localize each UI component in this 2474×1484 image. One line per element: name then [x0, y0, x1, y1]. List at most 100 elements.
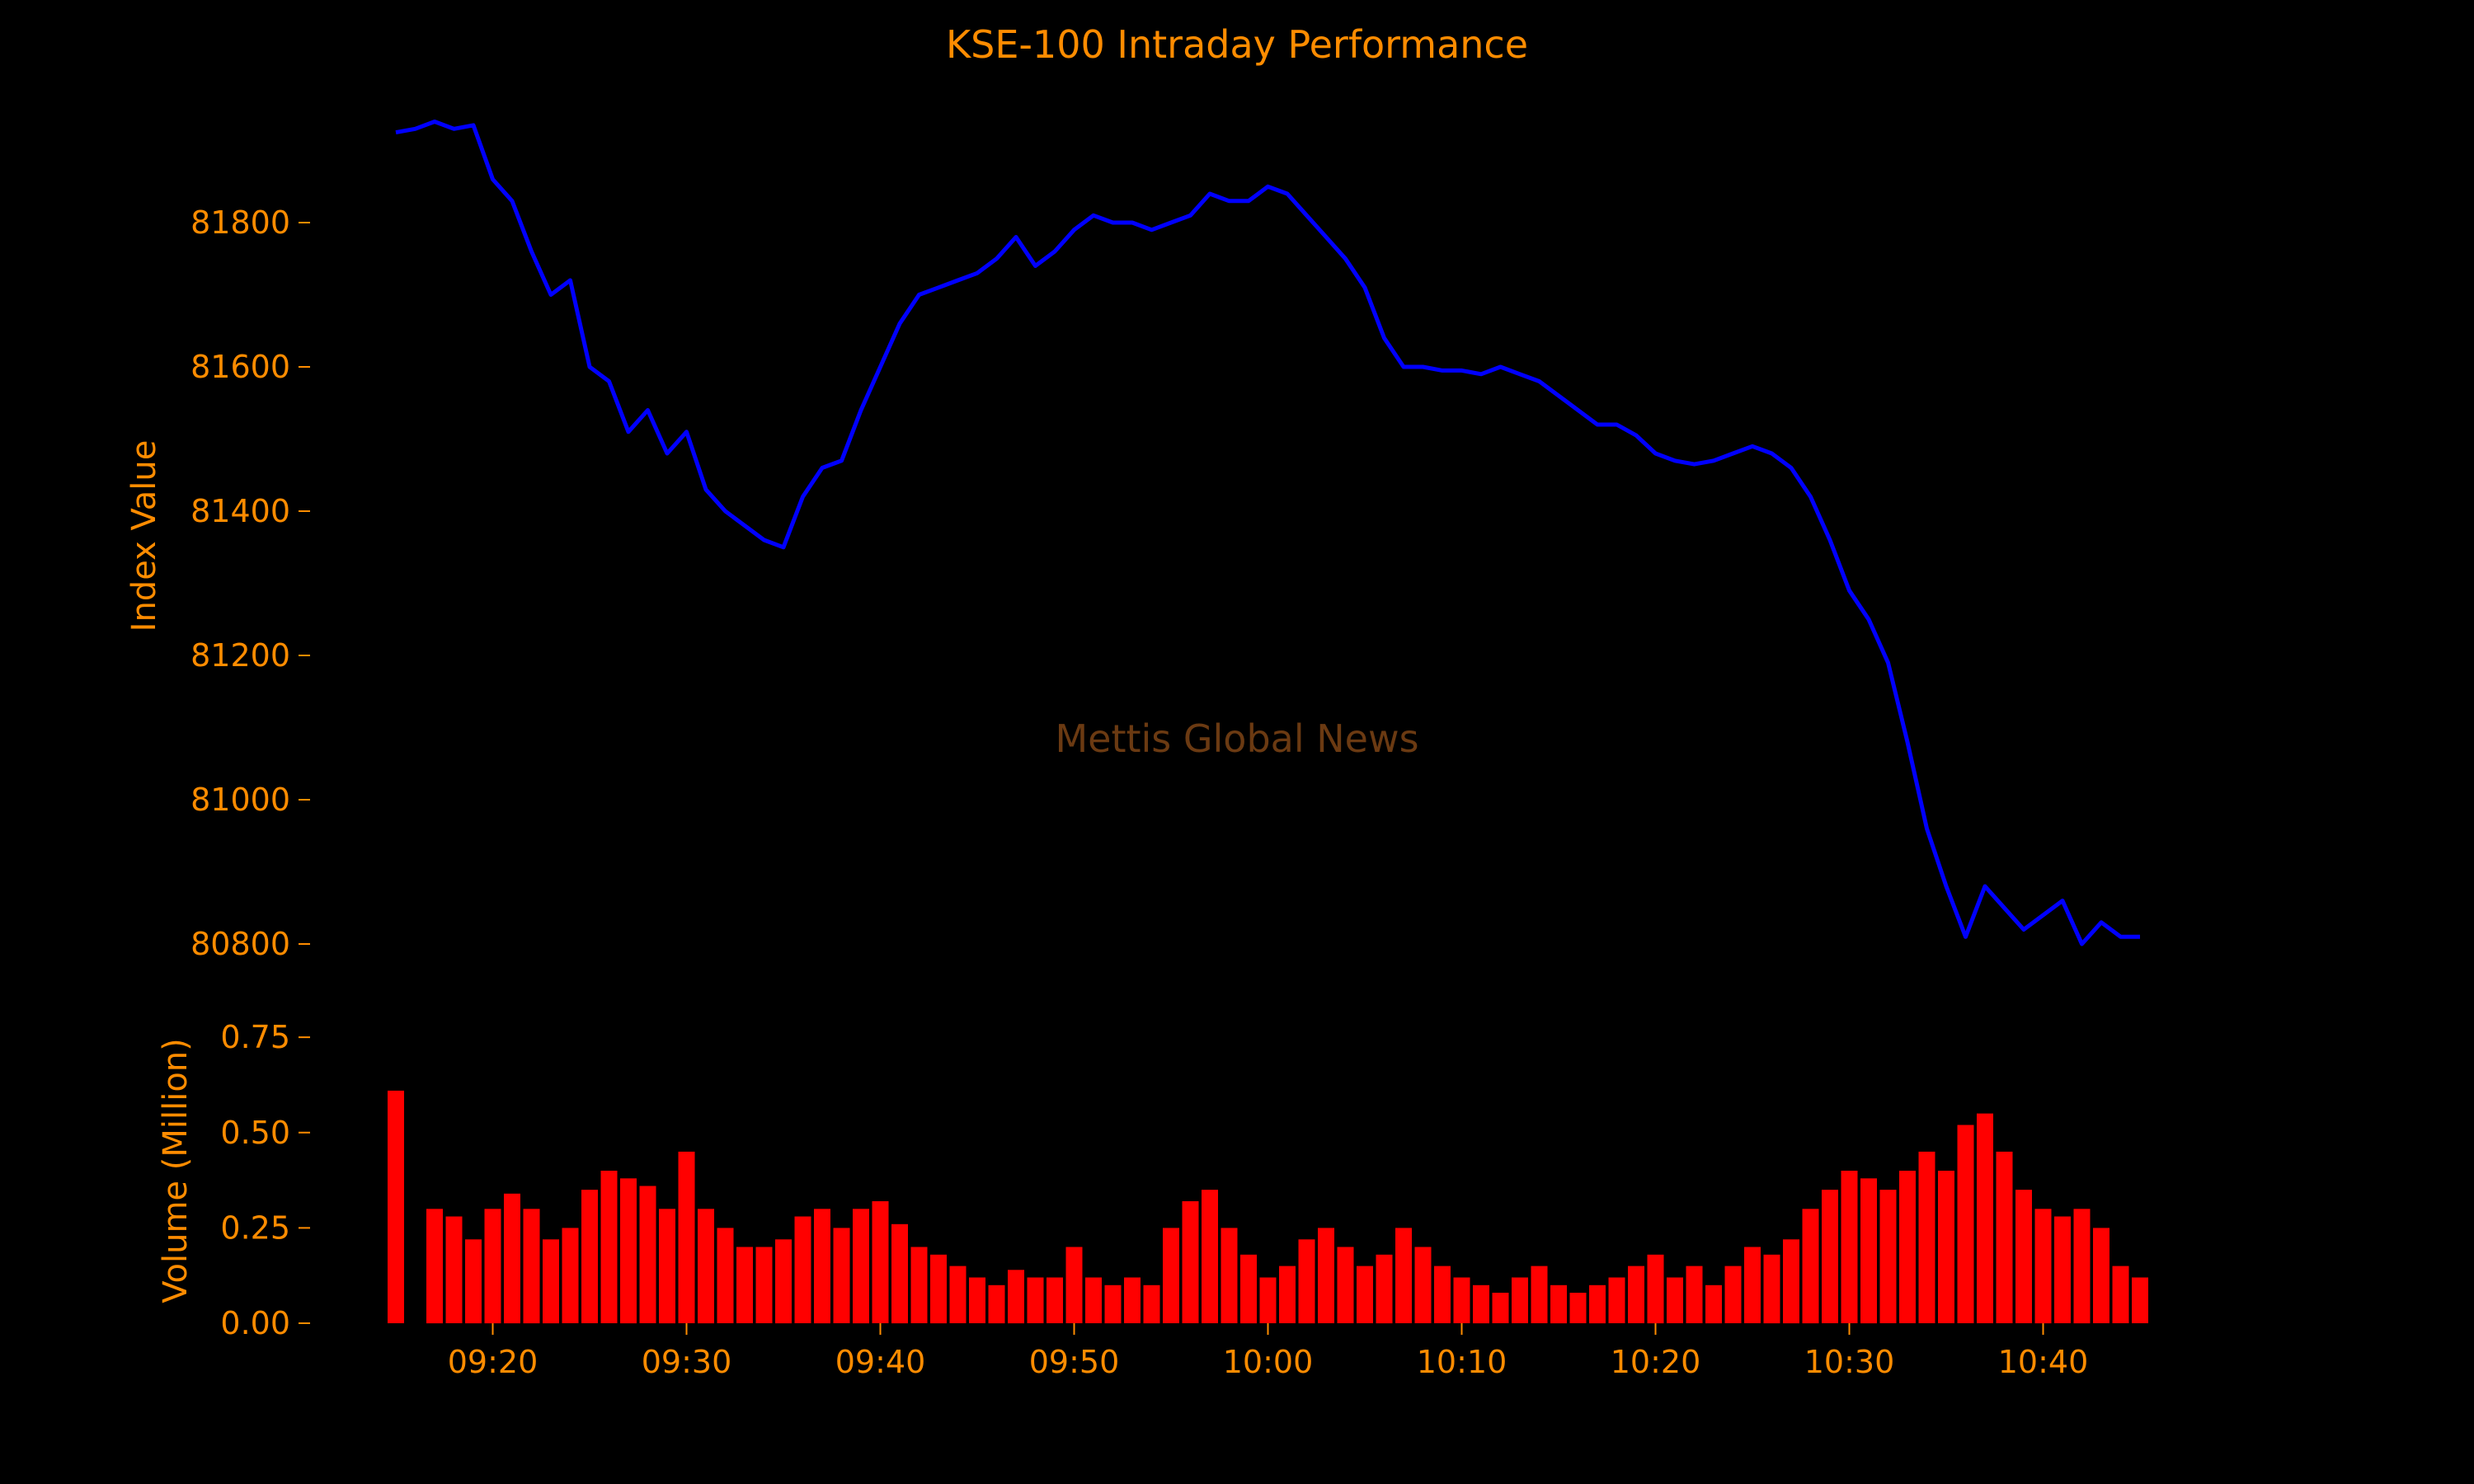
- volume-bar: [1298, 1239, 1315, 1324]
- volume-bar: [1996, 1151, 2013, 1323]
- volume-bar: [736, 1247, 753, 1323]
- volume-bar: [1337, 1247, 1354, 1323]
- x-tick: 09:20: [448, 1323, 539, 1380]
- volume-bar: [639, 1186, 656, 1323]
- price-y-tick-label: 81600: [190, 349, 290, 385]
- volume-y-tick-label: 0.00: [220, 1305, 290, 1341]
- volume-bar: [2093, 1228, 2109, 1323]
- volume-bar: [581, 1190, 598, 1323]
- volume-bar: [949, 1266, 967, 1323]
- volume-bar: [910, 1247, 928, 1323]
- volume-bar: [1008, 1270, 1024, 1324]
- volume-bar: [1143, 1284, 1160, 1324]
- volume-bar: [1957, 1125, 1974, 1323]
- volume-bar: [1104, 1284, 1122, 1324]
- volume-bar: [1879, 1190, 1897, 1323]
- x-tick: 10:00: [1223, 1323, 1314, 1380]
- volume-bar: [1473, 1284, 1489, 1324]
- volume-bar: [1686, 1266, 1703, 1323]
- x-tick-label: 10:40: [1998, 1344, 2089, 1380]
- price-y-tick-label: 81000: [190, 782, 290, 818]
- price-y-tick: 81800: [190, 204, 310, 241]
- volume-bar: [1124, 1277, 1141, 1323]
- volume-bar: [1453, 1277, 1470, 1323]
- volume-bar: [698, 1209, 714, 1324]
- x-tick: 09:50: [1029, 1323, 1119, 1380]
- volume-bar: [988, 1284, 1005, 1324]
- volume-bar: [969, 1277, 985, 1323]
- volume-y-tick: 0.75: [220, 1019, 310, 1055]
- volume-bar: [1240, 1254, 1257, 1324]
- volume-bar: [1589, 1284, 1606, 1324]
- volume-bar: [600, 1171, 618, 1323]
- x-tick-label: 09:30: [642, 1344, 732, 1380]
- price-y-tick-label: 81200: [190, 637, 290, 674]
- volume-bar: [1783, 1239, 1799, 1324]
- volume-bar: [930, 1254, 947, 1324]
- volume-bar: [1357, 1266, 1373, 1323]
- volume-axis-label: Volume (Million): [157, 1038, 195, 1303]
- volume-bar: [1318, 1228, 1334, 1323]
- x-tick-label: 09:20: [448, 1344, 539, 1380]
- volume-bar: [717, 1228, 734, 1323]
- volume-bar: [2073, 1209, 2091, 1324]
- chart-title: KSE-100 Intraday Performance: [946, 22, 1528, 67]
- volume-bar: [426, 1209, 443, 1324]
- volume-bar: [2054, 1216, 2071, 1323]
- volume-bar: [1608, 1277, 1625, 1323]
- price-y-axis: 80800 81000 81200 81400 81600 81800: [190, 204, 310, 962]
- x-tick: 10:10: [1417, 1323, 1507, 1380]
- volume-bar: [1182, 1201, 1199, 1323]
- volume-bar: [2132, 1277, 2148, 1323]
- volume-bar: [1414, 1247, 1432, 1323]
- volume-bar: [1763, 1254, 1780, 1324]
- price-y-tick: 80800: [190, 926, 310, 962]
- price-y-tick: 81000: [190, 782, 310, 818]
- x-tick: 09:30: [642, 1323, 732, 1380]
- x-tick-label: 10:10: [1417, 1344, 1507, 1380]
- x-tick-label: 10:20: [1611, 1344, 1701, 1380]
- volume-bar: [833, 1228, 850, 1323]
- volume-bar: [1027, 1277, 1044, 1323]
- volume-bar: [2015, 1190, 2032, 1323]
- volume-y-tick: 0.25: [220, 1209, 310, 1246]
- volume-bar: [1628, 1266, 1644, 1323]
- price-y-tick-label: 80800: [190, 926, 290, 962]
- volume-bar: [1724, 1266, 1742, 1323]
- volume-y-tick-label: 0.75: [220, 1019, 290, 1055]
- x-tick-label: 10:30: [1804, 1344, 1895, 1380]
- volume-bar: [1376, 1254, 1393, 1324]
- volume-y-tick-label: 0.25: [220, 1209, 290, 1246]
- volume-bar: [891, 1223, 908, 1324]
- volume-bar: [543, 1239, 559, 1324]
- volume-bar: [1085, 1277, 1102, 1323]
- volume-bar: [1434, 1266, 1451, 1323]
- x-tick: 10:40: [1998, 1323, 2089, 1380]
- volume-bar: [1259, 1277, 1277, 1323]
- volume-bar: [1065, 1247, 1083, 1323]
- volume-bar: [1938, 1171, 1954, 1323]
- volume-bar: [1531, 1266, 1548, 1323]
- x-tick: 10:20: [1611, 1323, 1701, 1380]
- price-y-tick: 81600: [190, 349, 310, 385]
- price-axis-label: Index Value: [125, 440, 163, 632]
- volume-y-tick-label: 0.50: [220, 1115, 290, 1151]
- volume-bar: [445, 1216, 463, 1323]
- volume-bar: [659, 1209, 675, 1324]
- watermark-text: Mettis Global News: [1055, 716, 1418, 761]
- price-series-line: [395, 120, 2140, 946]
- volume-bar: [562, 1228, 579, 1323]
- price-y-tick: 81400: [190, 493, 310, 529]
- time-x-axis: 09:20 09:30 09:40 09:50 10:00 10:10 10:20 10:30…: [448, 1323, 2089, 1380]
- volume-bar: [1667, 1277, 1683, 1323]
- volume-y-tick: 0.50: [220, 1115, 310, 1151]
- x-tick-label: 10:00: [1223, 1344, 1314, 1380]
- volume-bar: [1822, 1190, 1838, 1323]
- volume-bar: [484, 1209, 501, 1324]
- volume-bar: [1279, 1266, 1296, 1323]
- volume-bar: [388, 1090, 404, 1323]
- volume-bar: [678, 1151, 695, 1323]
- price-y-tick-label: 81800: [190, 204, 290, 241]
- x-tick-label: 09:40: [835, 1344, 926, 1380]
